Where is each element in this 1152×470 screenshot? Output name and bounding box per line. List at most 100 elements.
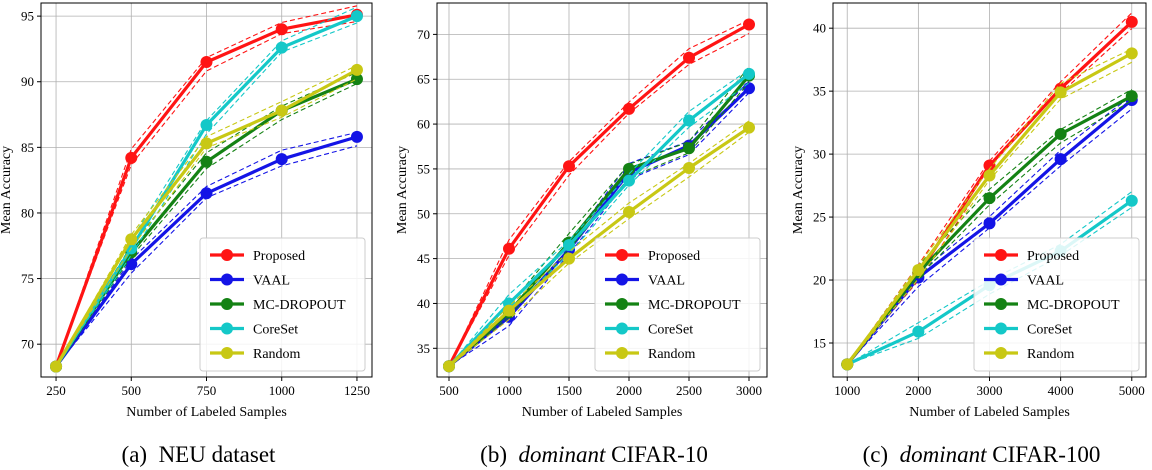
variance-band-line: [448, 68, 750, 367]
y-tick-label: 15: [813, 336, 826, 351]
y-tick-label: 35: [813, 84, 826, 99]
series-random: [50, 63, 363, 373]
legend: Proposed VAAL MC-DROPOUT CoreSet Random: [973, 237, 1140, 372]
legend-swatch-marker: [221, 298, 233, 310]
data-point: [200, 119, 213, 132]
legend-item-mc-dropout: MC-DROPOUT: [605, 298, 741, 313]
data-point: [200, 56, 213, 69]
legend-swatch-marker: [616, 249, 628, 261]
legend-label: MC-DROPOUT: [1027, 298, 1120, 313]
data-point: [563, 239, 575, 252]
data-point: [743, 82, 755, 95]
y-tick-label: 60: [417, 117, 430, 132]
x-axis-label: Number of Labeled Samples: [522, 405, 683, 420]
data-point: [350, 130, 363, 143]
x-axis-label: Number of Labeled Samples: [126, 405, 287, 420]
legend-item-coreset: CoreSet: [984, 322, 1072, 338]
variance-band-line: [55, 22, 358, 367]
legend-item-vaal: VAAL: [605, 273, 685, 289]
caption-prefix: (c): [863, 442, 900, 467]
data-point: [983, 169, 996, 182]
plot-frame: [436, 2, 768, 378]
legend-label: CoreSet: [253, 323, 298, 338]
y-tick-label: 70: [21, 337, 34, 352]
variance-band-line: [55, 131, 358, 367]
data-point: [125, 258, 138, 271]
data-point: [350, 63, 363, 76]
x-tick-label: 1500: [556, 383, 582, 398]
data-point: [983, 217, 996, 230]
data-point: [503, 242, 515, 255]
data-point: [683, 162, 695, 175]
data-point: [623, 102, 635, 115]
legend-swatch-marker: [616, 347, 628, 359]
legend-label: VAAL: [253, 274, 290, 289]
data-point: [200, 137, 213, 150]
x-tick-label: 1250: [344, 383, 370, 398]
y-tick-label: 80: [21, 205, 34, 220]
legend-box: [199, 237, 366, 372]
x-tick-label: 5000: [1119, 383, 1145, 398]
x-tick-label: 2000: [905, 383, 931, 398]
x-tick-label: 4000: [1048, 383, 1074, 398]
data-point: [1054, 153, 1067, 166]
panel-cifar10: 500 1000 1500 2000 2500 3000 35 40 45 50 55 60 65 70 N…: [395, 2, 768, 467]
y-tick-label: 50: [417, 206, 430, 221]
data-point: [912, 263, 925, 276]
y-tick-label: 75: [21, 271, 34, 286]
legend-swatch-marker: [221, 249, 233, 261]
data-point: [1125, 47, 1138, 60]
y-axis-label: Mean Accuracy: [791, 146, 806, 234]
y-tick-label: 40: [813, 21, 826, 36]
series-line: [447, 126, 750, 368]
y-tick-label: 40: [417, 296, 430, 311]
data-point: [200, 187, 213, 200]
data-point: [623, 174, 635, 187]
data-point: [743, 18, 755, 31]
data-point: [743, 67, 755, 80]
legend-label: VAAL: [1027, 274, 1064, 289]
caption-prefix: (a): [122, 442, 159, 467]
data-point: [275, 23, 288, 36]
x-tick-label: 750: [197, 383, 217, 398]
legend-label: MC-DROPOUT: [253, 298, 346, 313]
data-point: [563, 252, 575, 265]
data-point: [683, 142, 695, 155]
data-point: [275, 153, 288, 166]
data-point: [1125, 90, 1138, 103]
legend-swatch-marker: [995, 322, 1007, 335]
data-point: [125, 233, 138, 246]
y-tick-label: 25: [813, 210, 826, 225]
variance-band-line: [448, 19, 750, 367]
variance-band-line: [55, 83, 358, 367]
legend-label: Proposed: [648, 249, 700, 264]
x-tick-label: 1000: [496, 383, 522, 398]
data-point: [743, 121, 755, 134]
data-point: [683, 51, 695, 64]
caption-text: CIFAR-100: [992, 442, 1100, 467]
y-axis-label: Mean Accuracy: [0, 146, 14, 234]
series-line: [447, 23, 750, 367]
y-tick-label: 90: [21, 74, 34, 89]
x-tick-label: 250: [46, 383, 66, 398]
series-line: [447, 72, 750, 368]
variance-band-line: [847, 206, 1133, 365]
legend-swatch-marker: [616, 298, 628, 310]
data-point: [912, 325, 925, 338]
panel-caption: (c) dominant CIFAR-100: [863, 442, 1101, 467]
legend-item-proposed: Proposed: [605, 249, 700, 264]
data-point: [350, 73, 363, 86]
y-tick-label: 45: [417, 251, 430, 266]
legend-item-random: Random: [210, 347, 301, 362]
legend-item-coreset: CoreSet: [210, 322, 298, 338]
legend-label: Random: [1027, 347, 1075, 362]
variance-band-line: [448, 66, 750, 367]
variance-band-line: [846, 100, 1133, 365]
legend-swatch-marker: [616, 273, 628, 286]
variance-band-line: [448, 33, 750, 367]
x-tick-label: 1000: [269, 383, 295, 398]
y-axis-label: Mean Accuracy: [395, 146, 410, 234]
data-point: [1125, 15, 1138, 28]
legend-swatch-marker: [221, 347, 233, 359]
